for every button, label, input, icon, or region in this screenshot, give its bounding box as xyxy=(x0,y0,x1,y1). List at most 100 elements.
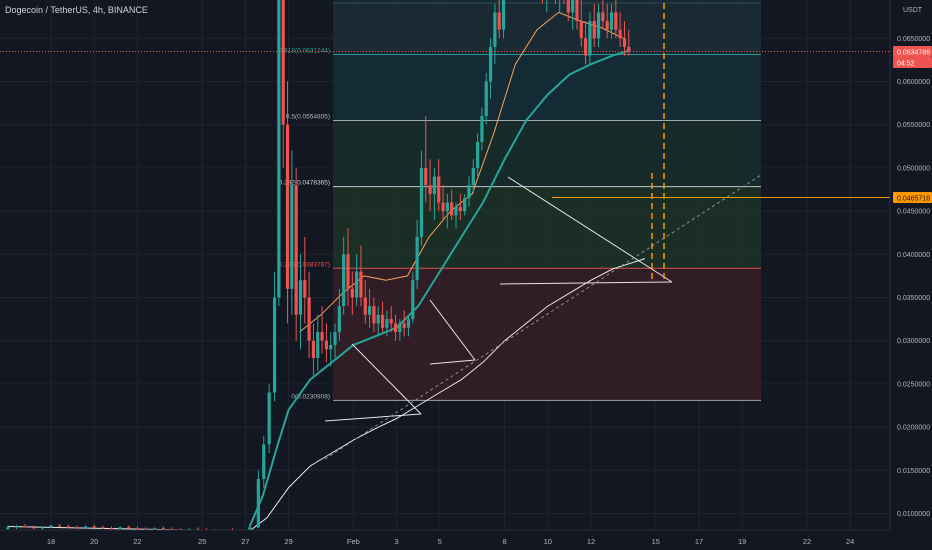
candle-body xyxy=(285,124,290,289)
candle-body xyxy=(376,314,380,324)
candle-body xyxy=(614,12,618,30)
candle-body xyxy=(307,297,311,341)
time-tick-label: 22 xyxy=(803,537,811,546)
candle-body xyxy=(415,237,419,281)
candle-body xyxy=(566,0,570,13)
candle-body xyxy=(262,444,266,479)
candle-body xyxy=(480,116,484,142)
candle-body xyxy=(66,526,70,528)
time-tick-label: 24 xyxy=(846,537,854,546)
candle-body xyxy=(454,206,458,216)
candle-body xyxy=(294,185,298,315)
price-tick-label: 0.0400000 xyxy=(897,252,930,259)
price-tick-label: 0.0250000 xyxy=(897,381,930,388)
fib-zone xyxy=(333,186,761,269)
candle-body xyxy=(161,528,165,530)
candle-body xyxy=(324,340,328,350)
candle-body xyxy=(350,288,354,298)
candle-body xyxy=(14,526,19,528)
time-tick-label: 29 xyxy=(284,537,292,546)
time-tick-label: 18 xyxy=(47,537,55,546)
candle-body xyxy=(118,527,122,530)
triangle-lower xyxy=(499,281,673,285)
candle-body xyxy=(329,345,333,350)
currency-label: USDT xyxy=(903,7,923,14)
candle-body xyxy=(575,0,579,22)
candle-body xyxy=(428,185,432,194)
candle-body xyxy=(622,38,627,47)
price-tick-label: 0.0150000 xyxy=(897,468,930,475)
candle-body xyxy=(316,332,320,358)
candle-body xyxy=(346,254,350,289)
fib-level-label: 0.382(0.0478365) xyxy=(279,180,330,187)
candle-body xyxy=(450,202,454,216)
candle-body xyxy=(153,528,157,530)
last-price-badge-bg xyxy=(893,45,932,57)
candle-body xyxy=(441,202,445,212)
time-tick-label: 19 xyxy=(738,537,746,546)
candle-body xyxy=(627,46,631,52)
candle-body xyxy=(402,323,406,328)
candle-body xyxy=(333,332,337,346)
candle-body xyxy=(493,12,497,47)
candle-body xyxy=(363,297,367,315)
countdown-badge: 04:52 xyxy=(897,60,915,67)
price-tick-label: 0.0200000 xyxy=(897,425,930,432)
candle-body xyxy=(432,176,436,194)
time-tick-label: 27 xyxy=(241,537,249,546)
candle-body xyxy=(359,271,363,298)
ema-medium-line xyxy=(248,49,631,527)
time-axis-bg xyxy=(0,530,932,550)
time-tick-label: 12 xyxy=(587,537,595,546)
candle-body xyxy=(571,0,575,13)
price-tick-label: 0.0650000 xyxy=(897,36,930,43)
candle-body xyxy=(393,323,398,333)
time-axis[interactable]: 18 20 22 25 27 29 Feb 3 5 8 10 12 15 17 19 22 24 xyxy=(0,529,932,550)
candle-body xyxy=(92,526,96,528)
time-tick-label: 8 xyxy=(503,537,507,546)
candle-body xyxy=(419,167,424,238)
candle-body xyxy=(467,185,471,199)
price-axis-bg xyxy=(890,0,932,550)
candle-body xyxy=(75,527,79,529)
price-tick-label: 0.0100000 xyxy=(897,511,930,518)
candle-body xyxy=(437,176,441,203)
candle-body xyxy=(584,38,588,56)
pennant-2-upper xyxy=(429,299,476,361)
trendline-drawings[interactable] xyxy=(324,3,762,460)
fib-zone xyxy=(333,268,761,401)
time-tick-label: 20 xyxy=(90,537,98,546)
candle-body xyxy=(471,167,475,186)
candle-body xyxy=(579,21,583,39)
time-tick-label: 3 xyxy=(395,537,399,546)
candle-body xyxy=(368,306,372,315)
candlesticks xyxy=(6,0,631,533)
time-tick-label: 17 xyxy=(695,537,703,546)
candle-body xyxy=(342,254,346,307)
candle-body xyxy=(272,297,277,393)
candle-body xyxy=(277,0,281,298)
ema-short-line xyxy=(299,11,624,333)
candle-body xyxy=(605,21,609,30)
candle-body xyxy=(58,525,62,527)
price-tick-label: 0.0500000 xyxy=(897,165,930,172)
countdown-badge-bg xyxy=(893,56,932,68)
candle-body xyxy=(281,0,285,125)
price-axis[interactable]: USDT 0.0100000 0.0150000 0.0200000 0.0250000… xyxy=(889,0,932,550)
candle-body xyxy=(290,185,294,289)
chart-title: Dogecoin / TetherUS, 4h, BINANCE xyxy=(5,5,148,15)
fib-level-label: 0.5(0.0554805) xyxy=(286,114,330,121)
price-tick-label: 0.0450000 xyxy=(897,209,930,216)
marker-price-badge-bg xyxy=(893,192,932,204)
fib-level-label: 0(0.0230908) xyxy=(291,393,330,400)
candle-body xyxy=(389,319,393,324)
candle-body xyxy=(267,392,271,445)
candle-body xyxy=(256,478,260,528)
candle-body xyxy=(411,280,415,320)
candle-body xyxy=(298,280,303,315)
candle-body xyxy=(501,0,506,30)
fib-retracement[interactable]: 1(0.0878701)0.786(0.0740073)0.618(0.0631… xyxy=(279,0,761,401)
price-tick-label: 0.0350000 xyxy=(897,295,930,302)
pennant-1-lower xyxy=(324,413,422,422)
